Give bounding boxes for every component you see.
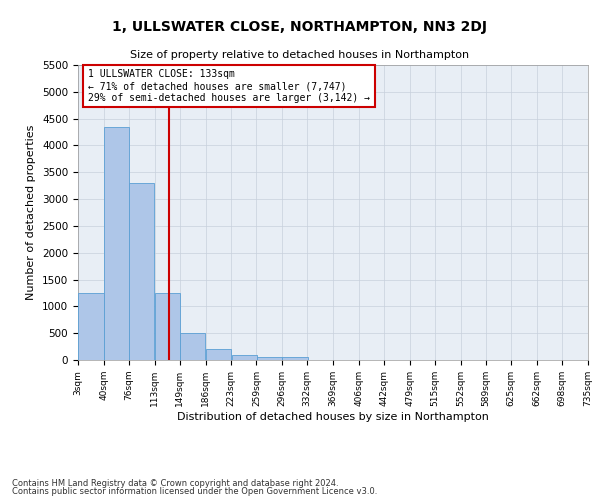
Text: Size of property relative to detached houses in Northampton: Size of property relative to detached ho…: [130, 50, 470, 60]
Text: 1 ULLSWATER CLOSE: 133sqm
← 71% of detached houses are smaller (7,747)
29% of se: 1 ULLSWATER CLOSE: 133sqm ← 71% of detac…: [88, 70, 370, 102]
Bar: [78, 293, 104, 360]
Text: 1, ULLSWATER CLOSE, NORTHAMPTON, NN3 2DJ: 1, ULLSWATER CLOSE, NORTHAMPTON, NN3 2DJ: [113, 20, 487, 34]
Bar: [180, 333, 205, 360]
Text: Contains HM Land Registry data © Crown copyright and database right 2024.: Contains HM Land Registry data © Crown c…: [12, 478, 338, 488]
Bar: [257, 357, 282, 360]
Bar: [206, 350, 231, 360]
X-axis label: Distribution of detached houses by size in Northampton: Distribution of detached houses by size …: [177, 412, 489, 422]
Bar: [129, 183, 154, 360]
Bar: [155, 293, 180, 360]
Bar: [104, 126, 129, 360]
Text: Contains public sector information licensed under the Open Government Licence v3: Contains public sector information licen…: [12, 487, 377, 496]
Bar: [283, 358, 308, 360]
Bar: [232, 354, 257, 360]
Y-axis label: Number of detached properties: Number of detached properties: [26, 125, 37, 300]
